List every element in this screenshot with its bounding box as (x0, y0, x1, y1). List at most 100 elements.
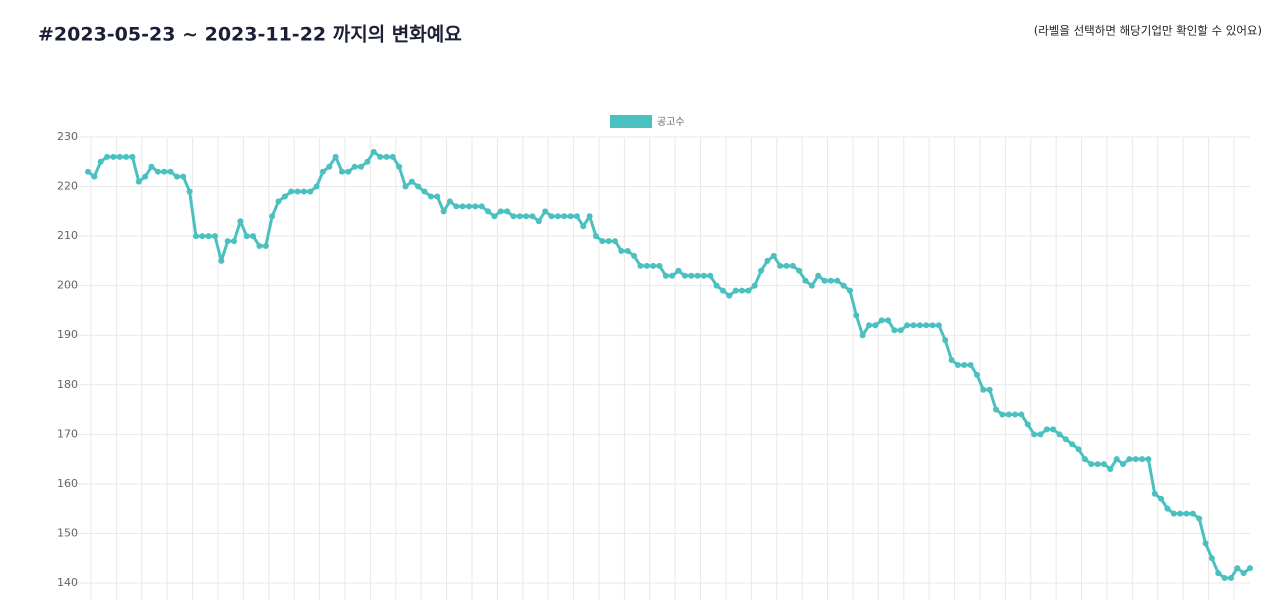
point (573, 213, 580, 220)
point (396, 163, 403, 170)
point (1189, 510, 1196, 517)
point (681, 272, 688, 279)
point (866, 322, 873, 329)
point (942, 337, 949, 344)
point (142, 173, 149, 180)
point (554, 213, 561, 220)
point (326, 163, 333, 170)
point (180, 173, 187, 180)
point (745, 287, 752, 294)
point (599, 238, 606, 245)
point (332, 153, 339, 160)
point (656, 262, 663, 269)
point (1031, 431, 1038, 438)
point (897, 327, 904, 334)
point (618, 247, 625, 254)
point (1164, 505, 1171, 512)
point (104, 153, 111, 160)
point (116, 153, 123, 160)
point (1012, 411, 1019, 418)
point (567, 213, 574, 220)
point (1202, 540, 1209, 547)
point (542, 208, 549, 215)
point (523, 213, 530, 220)
point (440, 208, 447, 215)
y-tick-label: 210 (57, 229, 78, 242)
point (719, 287, 726, 294)
point (453, 203, 460, 210)
chart-title: #2023-05-23 ~ 2023-11-22 까지의 변화예요 (38, 24, 462, 46)
point (510, 213, 517, 220)
point (434, 193, 441, 200)
y-tick-label: 170 (57, 427, 78, 440)
point (205, 233, 212, 240)
point (770, 252, 777, 259)
y-tick-label: 230 (57, 130, 78, 143)
point (726, 292, 733, 299)
note: (라벨을 선택하면 해당기업만 확인할 수 있어요) (1034, 24, 1262, 38)
point (1018, 411, 1025, 418)
point (732, 287, 739, 294)
point (262, 243, 269, 250)
point (1234, 565, 1241, 572)
point (1177, 510, 1184, 517)
point (186, 188, 193, 195)
point (929, 322, 936, 329)
point (1113, 456, 1120, 463)
point (739, 287, 746, 294)
point (110, 153, 117, 160)
point (478, 203, 485, 210)
legend-label[interactable]: 공고수 (657, 116, 685, 128)
point (446, 198, 453, 205)
point (1075, 446, 1082, 453)
point (1005, 411, 1012, 418)
point (935, 322, 942, 329)
point (624, 247, 631, 254)
point (358, 163, 365, 170)
point (402, 183, 409, 190)
point (910, 322, 917, 329)
point (1196, 515, 1203, 522)
point (192, 233, 199, 240)
point (777, 262, 784, 269)
point (1062, 436, 1069, 443)
point (167, 168, 174, 175)
point (1151, 490, 1158, 497)
point (713, 282, 720, 289)
y-tick-label: 180 (57, 378, 78, 391)
point (294, 188, 301, 195)
point (211, 233, 218, 240)
line (87, 150, 1251, 580)
point (840, 282, 847, 289)
point (250, 233, 257, 240)
point (605, 238, 612, 245)
point (243, 233, 250, 240)
point (707, 272, 714, 279)
point (954, 361, 961, 368)
y-tick-label: 220 (57, 180, 78, 193)
point (199, 233, 206, 240)
point (218, 257, 225, 264)
point (878, 317, 885, 324)
point (288, 188, 295, 195)
point (256, 243, 263, 250)
y-tick-label: 200 (57, 279, 78, 292)
point (161, 168, 168, 175)
point (967, 361, 974, 368)
point (815, 272, 822, 279)
point (980, 386, 987, 393)
point (1120, 461, 1127, 468)
point (758, 267, 765, 274)
y-tick-label: 140 (57, 576, 78, 589)
point (472, 203, 479, 210)
point (853, 312, 860, 319)
point (1024, 421, 1031, 428)
point (580, 223, 587, 230)
point (700, 272, 707, 279)
point (808, 282, 815, 289)
legend-swatch[interactable] (610, 115, 652, 128)
y-tick-label: 150 (57, 526, 78, 539)
point (1139, 456, 1146, 463)
point (370, 148, 377, 155)
point (1227, 575, 1234, 582)
